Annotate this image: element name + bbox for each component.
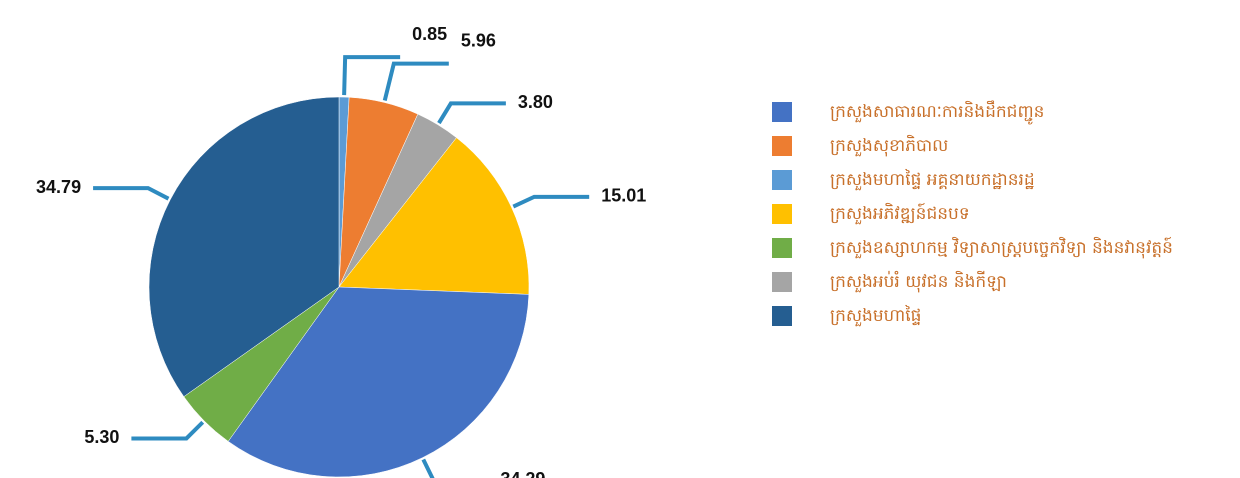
leader-line xyxy=(437,101,506,125)
legend-swatch xyxy=(772,306,792,326)
legend-label: ក្រសួងមហាផ្ទៃ xyxy=(830,304,921,327)
value-label: 5.96 xyxy=(461,30,496,50)
leader-line xyxy=(512,194,590,209)
legend-swatch xyxy=(772,272,792,292)
legend-label: ក្រសួងអភិវឌ្ឍន៍ជនបទ xyxy=(830,202,970,225)
pie-slice xyxy=(227,286,530,478)
leader-line xyxy=(93,186,170,201)
legend-label: ក្រសួងឧស្សាហកម្ម វិទ្យាសាស្ត្របច្ចេកវិទ្… xyxy=(830,236,1173,259)
pie-slice xyxy=(338,137,530,295)
value-label: 15.01 xyxy=(601,186,646,206)
legend-label: ក្រសួងសាធារណៈការនិងដឹកជញ្ជូន xyxy=(830,100,1044,125)
legend-swatch xyxy=(772,238,792,258)
value-label: 5.30 xyxy=(84,427,119,447)
leader-line xyxy=(131,420,205,441)
legend-swatch xyxy=(772,204,792,224)
leader-line xyxy=(382,61,449,102)
pie-slice xyxy=(148,96,340,397)
legend-swatch xyxy=(772,170,792,190)
legend-swatch xyxy=(772,102,792,122)
value-label: 3.80 xyxy=(518,92,553,112)
value-label: 34.79 xyxy=(36,177,81,197)
value-label: 0.85 xyxy=(412,24,447,44)
leader-line xyxy=(342,55,401,96)
legend-label: ក្រសួងសុខាភិបាល xyxy=(830,134,948,157)
legend-label: ក្រសួងមហាផ្ទៃ អគ្គនាយកដ្ឋានរដ្ឋ xyxy=(830,168,1035,191)
value-label: 34.29 xyxy=(500,469,545,478)
legend-label: ក្រសួងអប់រំ យុវជន និងកីឡា xyxy=(830,270,1007,293)
legend-swatch xyxy=(772,136,792,156)
leader-line xyxy=(421,458,435,478)
